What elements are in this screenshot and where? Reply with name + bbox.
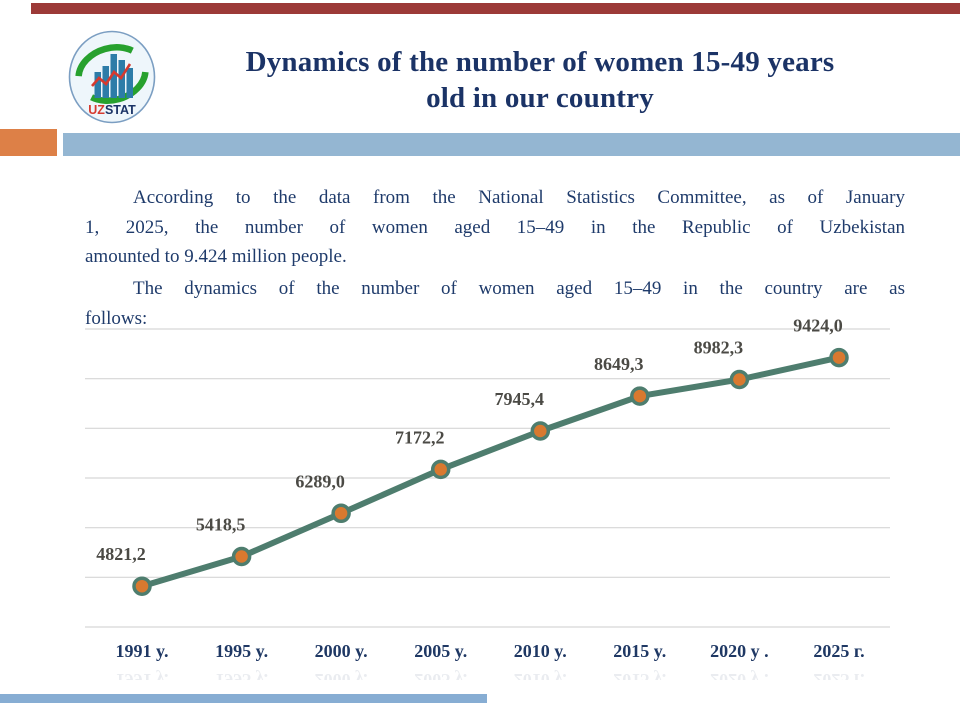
- x-axis-label-reflection: 2000 y.: [315, 670, 368, 680]
- slide-title: Dynamics of the number of women 15-49 ye…: [150, 44, 930, 116]
- x-axis-label-reflection: 1991 y.: [115, 670, 168, 680]
- x-axis-label: 2000 y.: [315, 641, 368, 661]
- data-label: 9424,0: [793, 318, 843, 336]
- dynamics-line-chart: 4821,2 1991 y. 1991 y. 5418,5 1995 y. 1995 y.…: [85, 318, 890, 680]
- bottom-accent-bar: [0, 694, 487, 703]
- data-point-marker: [729, 369, 750, 390]
- data-label: 7172,2: [395, 427, 445, 447]
- data-point-marker: [530, 421, 551, 441]
- data-point-marker: [132, 576, 152, 596]
- dynamics-paragraph: The dynamics of the number of women aged…: [85, 274, 905, 333]
- x-axis-label: 2025 г.: [813, 641, 864, 661]
- intro-paragraph-line: According to the data from the National …: [133, 187, 905, 208]
- logo-trend-line-icon: [91, 63, 132, 87]
- data-label: 5418,5: [196, 515, 246, 535]
- x-axis-label-reflection: 2015 y.: [613, 670, 666, 680]
- data-label: 8649,3: [594, 354, 644, 374]
- top-accent-bar: [31, 3, 960, 14]
- x-axis-label: 2020 y .: [710, 641, 769, 661]
- data-point-marker: [829, 347, 849, 368]
- x-axis-label-reflection: 2020 y .: [710, 670, 769, 680]
- slide-title-line2: old in our country: [426, 82, 654, 114]
- slide-title-line1: Dynamics of the number of women 15-49 ye…: [245, 46, 835, 78]
- x-axis-label: 2005 y.: [414, 641, 467, 661]
- x-axis-label-reflection: 2005 y.: [414, 670, 467, 680]
- intro-paragraph: According to the data from the National …: [85, 183, 905, 272]
- x-axis-label: 1995 y.: [215, 641, 268, 661]
- data-point-marker: [630, 386, 650, 406]
- orange-accent-block: [0, 129, 57, 156]
- data-label: 7945,4: [495, 389, 545, 409]
- data-label: 8982,3: [694, 338, 744, 358]
- data-label: 4821,2: [96, 544, 146, 564]
- dynamics-paragraph-line: The dynamics of the number of women aged…: [133, 278, 905, 299]
- x-axis-label-reflection: 2025 г.: [813, 670, 864, 680]
- logo-swoosh-icon: [75, 44, 149, 104]
- x-axis-label: 2015 y.: [613, 641, 666, 661]
- data-point-marker: [331, 503, 351, 524]
- x-axis-label: 1991 y.: [115, 641, 168, 661]
- intro-paragraph-line: amounted to 9.424 million people.: [85, 246, 347, 267]
- uzstat-logo: UZSTAT: [68, 30, 156, 124]
- data-label: 6289,0: [295, 471, 345, 491]
- intro-paragraph-line: 1, 2025, the number of women aged 15–49 …: [85, 216, 905, 238]
- x-axis-label-reflection: 1995 y.: [215, 670, 268, 680]
- logo-wordmark: UZSTAT: [88, 103, 136, 117]
- series-line: [139, 354, 842, 590]
- x-axis-label-reflection: 2010 y.: [514, 670, 567, 680]
- data-point-marker: [430, 459, 451, 480]
- header-divider-bar: [63, 133, 960, 156]
- data-point-marker: [231, 546, 252, 567]
- dynamics-paragraph-line: follows:: [85, 307, 148, 329]
- x-axis-label: 2010 y.: [514, 641, 567, 661]
